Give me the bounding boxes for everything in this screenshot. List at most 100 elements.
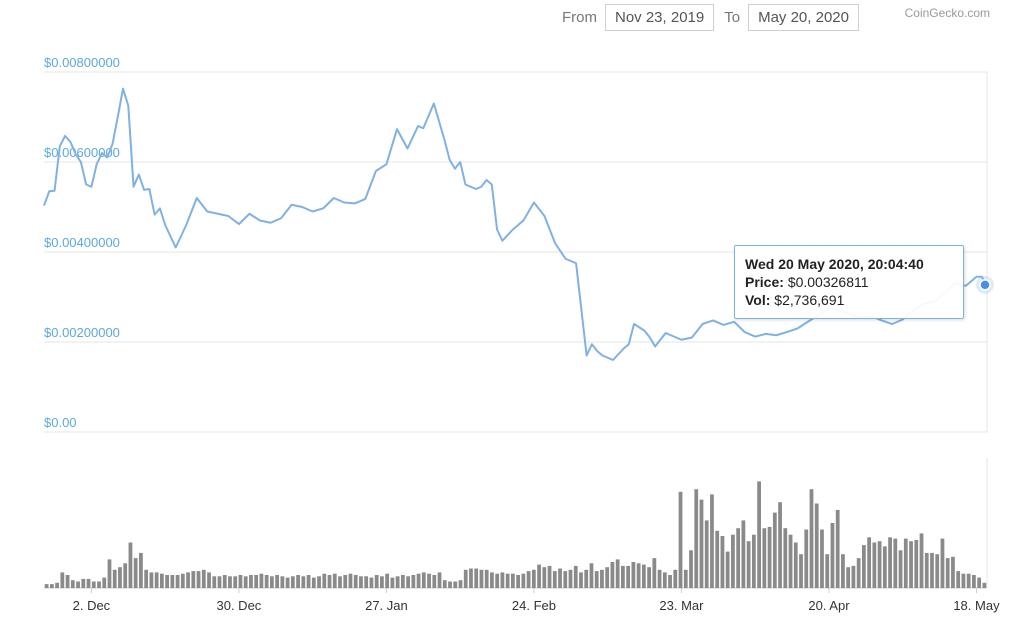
volume-bar	[317, 576, 321, 588]
volume-bars	[44, 481, 987, 588]
volume-bar	[720, 536, 725, 588]
volume-bar	[311, 577, 316, 588]
y-tick-label: $0.00800000	[44, 55, 120, 70]
price-line	[43, 87, 988, 361]
tooltip-price-value: $0.00326811	[787, 274, 869, 290]
volume-bar	[673, 569, 678, 588]
volume-bar	[846, 567, 851, 588]
volume-bar	[594, 571, 599, 588]
volume-bar	[982, 582, 987, 588]
volume-bar	[919, 533, 924, 588]
volume-bar	[238, 575, 243, 588]
volume-bar	[180, 573, 185, 588]
from-date-input[interactable]: Nov 23, 2019	[605, 3, 715, 31]
volume-bar	[348, 573, 353, 588]
volume-bar	[201, 569, 206, 588]
volume-bar	[222, 575, 227, 588]
volume-bar	[228, 576, 232, 588]
volume-bar	[636, 563, 641, 588]
volume-bar	[542, 567, 547, 588]
volume-bar	[694, 489, 699, 588]
volume-bar	[610, 562, 615, 588]
volume-bar	[123, 563, 128, 588]
volume-bar	[296, 575, 300, 588]
volume-bar	[573, 565, 578, 588]
volume-bar	[683, 569, 688, 588]
volume-bar	[835, 510, 840, 588]
volume-bar	[254, 575, 259, 588]
volume-bar	[259, 573, 264, 588]
volume-bar	[867, 537, 872, 588]
volume-bar	[767, 526, 772, 588]
volume-bar	[584, 569, 589, 588]
tooltip-date: Wed 20 May 2020, 20:04:40	[745, 256, 924, 272]
volume-bar	[159, 573, 164, 588]
volume-bar	[474, 568, 479, 588]
volume-bar	[699, 499, 704, 588]
to-date-input[interactable]: May 20, 2020	[748, 3, 859, 31]
volume-bar	[60, 572, 65, 588]
volume-bar	[882, 546, 887, 588]
volume-bar	[469, 568, 473, 588]
volume-bar	[55, 582, 59, 588]
volume-bar	[186, 572, 190, 588]
volume-bar	[851, 565, 856, 588]
tooltip-vol-value: $2,736,691	[774, 292, 845, 308]
volume-bar	[233, 576, 238, 588]
grid-lines	[44, 71, 988, 589]
volume-bar	[44, 584, 49, 588]
volume-bar	[416, 573, 421, 588]
volume-bar	[621, 565, 625, 588]
volume-bar	[154, 572, 159, 588]
volume-bar	[149, 572, 154, 588]
volume-bar	[647, 567, 651, 588]
volume-bar	[442, 580, 447, 588]
y-tick-label: $0.00200000	[44, 325, 120, 340]
y-tick-label: $0.00	[44, 415, 77, 430]
volume-bar	[579, 572, 583, 588]
volume-bar	[547, 565, 552, 588]
volume-bar	[615, 559, 620, 588]
volume-bar	[390, 577, 395, 588]
tooltip-price-label: Price:	[745, 274, 784, 290]
volume-bar	[458, 580, 463, 588]
volume-bar	[662, 572, 667, 588]
tooltip-vol-label: Vol:	[745, 292, 771, 308]
volume-bar	[427, 573, 431, 588]
volume-bar	[395, 576, 400, 588]
volume-bar	[290, 576, 295, 588]
volume-bar	[411, 575, 416, 588]
volume-bar	[977, 577, 982, 588]
volume-bar	[353, 575, 358, 588]
x-tick-label: 30. Dec	[217, 598, 262, 613]
volume-bar	[118, 567, 122, 588]
volume-bar	[605, 567, 610, 588]
volume-bar	[516, 575, 520, 588]
volume-bar	[495, 573, 500, 588]
x-tick-label: 18. May	[953, 598, 1000, 613]
volume-bar	[814, 503, 819, 588]
volume-bar	[175, 575, 180, 588]
volume-bar	[270, 576, 274, 588]
volume-bar	[306, 575, 311, 588]
y-tick-label: $0.00400000	[44, 235, 120, 250]
volume-bar	[453, 581, 458, 588]
volume-bar	[751, 534, 756, 588]
volume-bar	[275, 575, 280, 588]
source-credit[interactable]: CoinGecko.com	[904, 6, 990, 20]
volume-bar	[762, 528, 767, 588]
hover-marker[interactable]	[979, 279, 991, 291]
volume-bar	[322, 573, 327, 588]
volume-bar	[898, 550, 903, 588]
volume-bar	[505, 573, 510, 588]
volume-bar	[809, 489, 814, 588]
volume-bar	[139, 552, 143, 588]
volume-bar	[966, 573, 971, 588]
volume-bar	[956, 571, 961, 588]
volume-bar	[76, 581, 80, 588]
volume-bar	[626, 565, 631, 588]
volume-bar	[830, 523, 835, 588]
x-tick-label: 23. Mar	[659, 598, 704, 613]
volume-bar	[374, 575, 379, 588]
